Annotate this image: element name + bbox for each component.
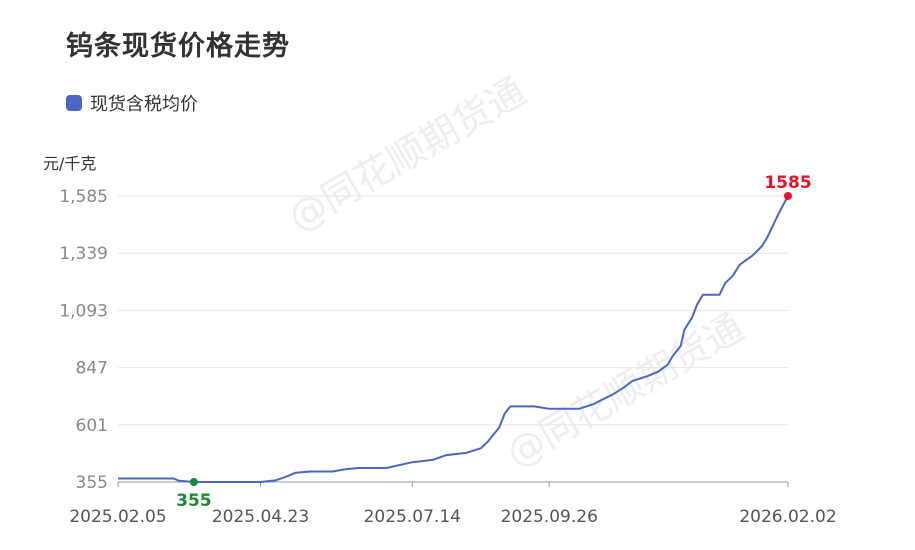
x-tick-label: 2026.02.02 (739, 507, 836, 527)
legend-label: 现货含税均价 (90, 94, 198, 115)
max-label: 1585 (764, 173, 811, 193)
min-point (189, 478, 198, 486)
x-tick-label: 2025.09.26 (501, 507, 598, 527)
y-tick-label: 1,339 (59, 244, 108, 264)
chart-title: 钨条现货价格走势 (66, 31, 290, 62)
legend[interactable]: 现货含税均价 (66, 90, 198, 116)
x-tick-label: 2025.07.14 (364, 507, 461, 527)
y-tick-label: 1,585 (59, 187, 108, 207)
y-tick-label: 601 (76, 416, 108, 436)
x-tick-label: 2025.02.05 (69, 507, 166, 527)
y-axis-label: 元/千克 (43, 154, 97, 173)
min-label: 355 (176, 491, 212, 511)
y-tick-label: 355 (76, 473, 108, 493)
x-tick-label: 2025.04.23 (212, 507, 309, 527)
max-point (784, 192, 792, 200)
y-tick-label: 1,093 (59, 301, 108, 321)
series-line (118, 195, 789, 483)
y-tick-label: 847 (76, 359, 108, 379)
legend-swatch (66, 95, 82, 111)
